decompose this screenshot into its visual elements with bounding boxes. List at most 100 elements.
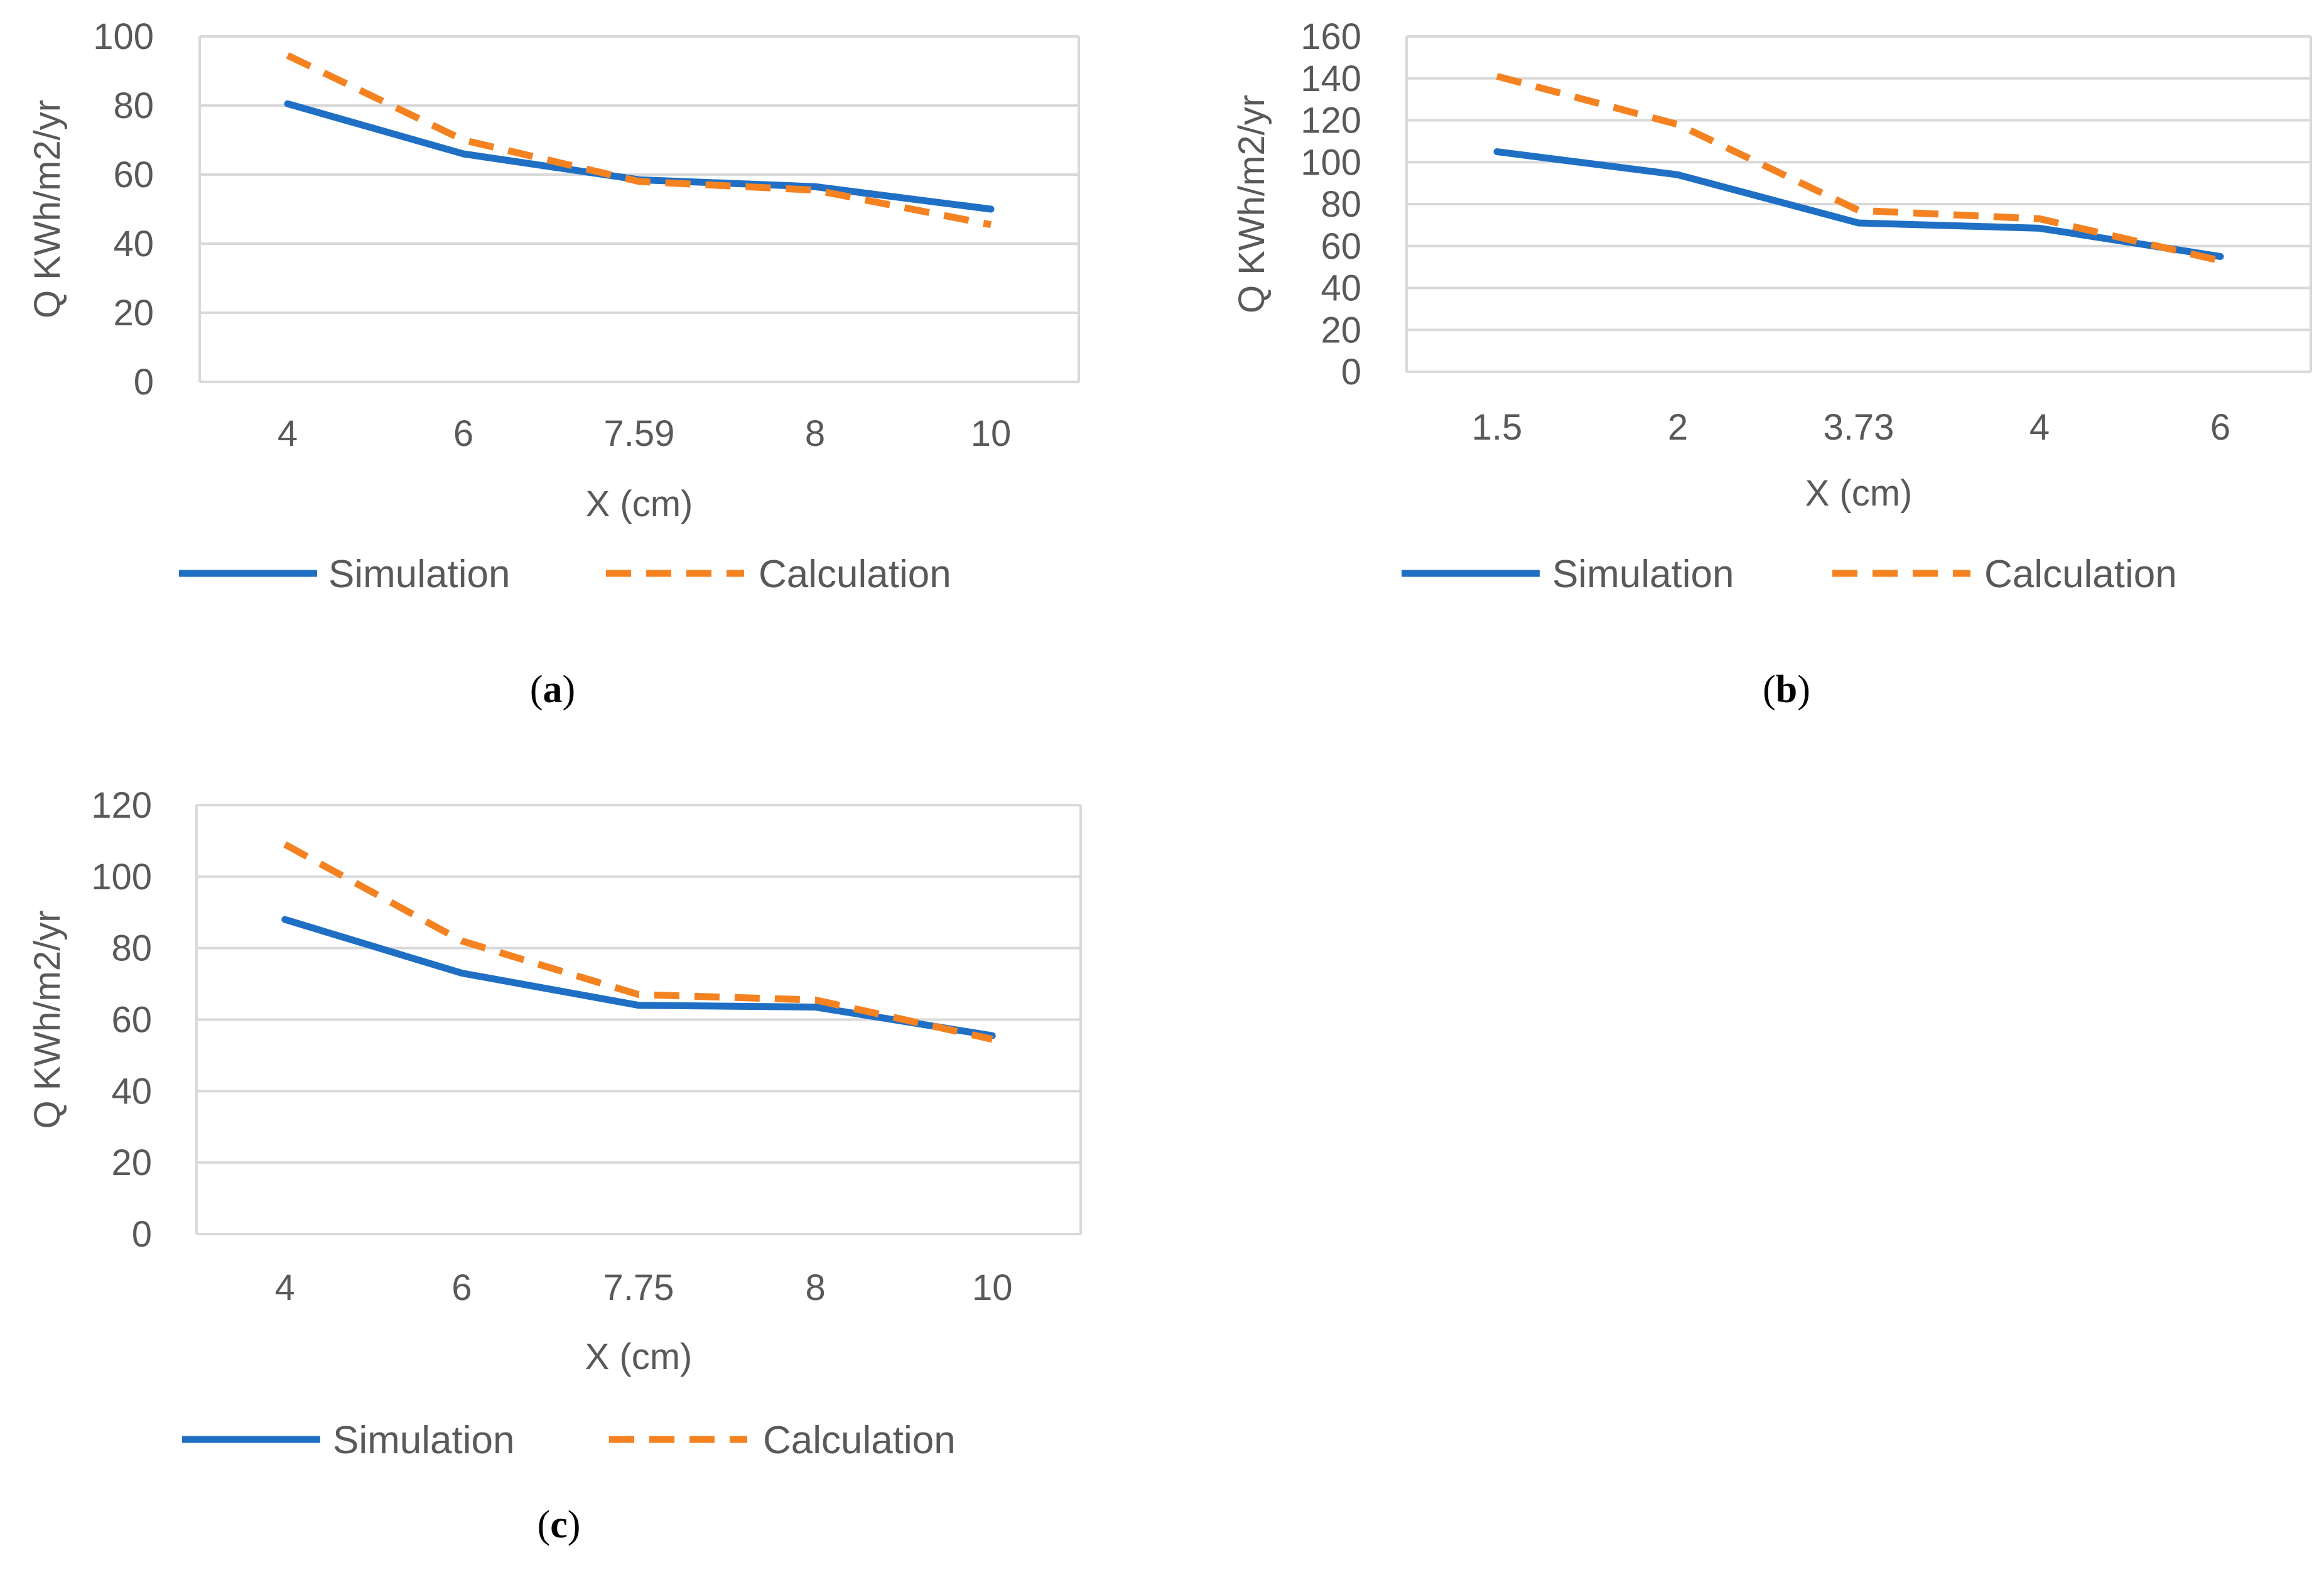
x-tick-label: 8 xyxy=(805,1267,825,1308)
data-point-calculation xyxy=(463,139,464,141)
x-tick-label: 6 xyxy=(2210,407,2230,448)
legend-label-calculation: Calculation xyxy=(759,553,951,596)
panel-label-close-paren: ) xyxy=(1797,668,1810,711)
panel-label-open-paren: ( xyxy=(1763,668,1776,711)
series-line-calculation xyxy=(1496,73,2222,264)
legend-label-simulation: Simulation xyxy=(333,1419,514,1462)
x-tick-label: 6 xyxy=(453,413,473,454)
data-point-simulation xyxy=(638,1005,639,1006)
y-tick-label: 160 xyxy=(1300,16,1361,57)
data-point-calculation xyxy=(1677,124,1678,125)
panel-label-a: (a) xyxy=(530,668,575,711)
y-tick-label: 80 xyxy=(111,928,152,969)
panel-label-close-paren: ) xyxy=(563,668,576,711)
data-point-simulation xyxy=(990,209,992,210)
data-point-simulation xyxy=(814,186,816,187)
panel-label-open-paren: ( xyxy=(538,1503,551,1546)
panel-label-letter: c xyxy=(550,1503,568,1546)
legend-label-calculation: Calculation xyxy=(1984,553,2177,596)
data-point-simulation xyxy=(2039,227,2040,229)
data-point-calculation xyxy=(990,224,992,225)
data-point-simulation xyxy=(1496,151,1498,153)
y-tick-label: 40 xyxy=(111,1071,152,1112)
y-tick-label: 80 xyxy=(1321,184,1361,225)
panel-label-letter: a xyxy=(543,668,563,711)
y-axis-title: Q KWh/m2/yr xyxy=(27,100,68,318)
panel-label-b: (b) xyxy=(1763,668,1810,711)
data-point-calculation xyxy=(639,181,640,182)
data-point-simulation xyxy=(2220,256,2221,257)
data-point-simulation xyxy=(1858,222,1859,224)
data-point-simulation xyxy=(1677,174,1678,175)
y-tick-label: 100 xyxy=(91,857,152,897)
legend-label-simulation: Simulation xyxy=(1552,553,1734,596)
data-point-calculation xyxy=(284,844,286,845)
x-tick-label: 8 xyxy=(805,413,825,454)
y-tick-label: 40 xyxy=(113,224,154,264)
y-tick-label: 120 xyxy=(91,785,152,826)
y-tick-label: 100 xyxy=(93,16,154,57)
x-tick-label: 3.73 xyxy=(1824,407,1894,448)
x-tick-label: 7.59 xyxy=(604,413,675,454)
panel-label-close-paren: ) xyxy=(568,1503,581,1546)
y-tick-label: 20 xyxy=(111,1142,152,1183)
series-line-simulation xyxy=(1493,148,2224,260)
y-tick-label: 60 xyxy=(113,154,154,195)
x-tick-label: 2 xyxy=(1668,407,1688,448)
data-point-calculation xyxy=(638,994,639,995)
y-tick-label: 100 xyxy=(1300,142,1361,183)
y-tick-label: 0 xyxy=(134,362,154,403)
x-axis-title: X (cm) xyxy=(586,484,693,524)
y-tick-label: 120 xyxy=(1300,100,1361,141)
data-point-calculation xyxy=(815,999,816,1000)
y-tick-label: 80 xyxy=(113,85,154,126)
series-line-simulation xyxy=(281,916,996,1039)
series-line-calculation xyxy=(286,52,992,229)
y-tick-label: 140 xyxy=(1300,58,1361,99)
x-tick-label: 4 xyxy=(278,413,298,454)
x-tick-label: 10 xyxy=(971,413,1012,454)
series-line-calculation xyxy=(283,841,993,1043)
series-line-simulation xyxy=(284,100,995,213)
data-point-calculation xyxy=(1496,75,1498,77)
x-tick-label: 10 xyxy=(972,1267,1013,1308)
y-tick-label: 40 xyxy=(1321,268,1361,309)
y-axis-title: Q KWh/m2/yr xyxy=(27,910,68,1129)
chart-panel-c: 0 20 40 60 80 100 120 4 6 7.75 8 10 X (cm) Q KWh/m2/y… xyxy=(27,785,1082,1546)
data-point-simulation xyxy=(287,103,288,104)
x-tick-label: 4 xyxy=(275,1267,295,1308)
panel-label-open-paren: ( xyxy=(530,668,543,711)
data-point-simulation xyxy=(815,1007,816,1008)
data-point-calculation xyxy=(992,1039,993,1040)
x-axis-title: X (cm) xyxy=(1805,473,1913,514)
y-axis-title: Q KWh/m2/yr xyxy=(1231,95,1272,313)
legend-label-simulation: Simulation xyxy=(328,553,510,596)
data-point-calculation xyxy=(1858,210,1859,211)
data-point-simulation xyxy=(463,153,464,154)
data-point-calculation xyxy=(461,940,462,941)
panel-label-c: (c) xyxy=(538,1503,581,1546)
y-tick-label: 0 xyxy=(132,1214,152,1255)
data-point-calculation xyxy=(2220,260,2221,261)
data-point-simulation xyxy=(284,919,286,920)
chart-panel-a: 0 20 40 60 80 100 4 6 7.59 8 10 X (cm) Q KWh/m2/yr Si… xyxy=(27,16,1080,711)
panel-label-letter: b xyxy=(1776,668,1797,711)
data-point-calculation xyxy=(287,55,288,56)
x-tick-label: 7.75 xyxy=(603,1267,674,1308)
x-tick-label: 1.5 xyxy=(1472,407,1523,448)
x-tick-label: 6 xyxy=(451,1267,472,1308)
x-axis-title: X (cm) xyxy=(585,1336,693,1377)
data-point-calculation xyxy=(2039,218,2040,219)
y-tick-label: 20 xyxy=(113,293,154,333)
x-tick-label: 4 xyxy=(2029,407,2050,448)
data-point-simulation xyxy=(461,973,462,974)
y-tick-label: 60 xyxy=(1321,226,1361,267)
data-point-calculation xyxy=(814,190,816,191)
y-tick-label: 60 xyxy=(111,1000,152,1041)
y-tick-label: 0 xyxy=(1341,352,1361,393)
y-tick-label: 20 xyxy=(1321,310,1361,350)
legend-label-calculation: Calculation xyxy=(763,1419,956,1462)
